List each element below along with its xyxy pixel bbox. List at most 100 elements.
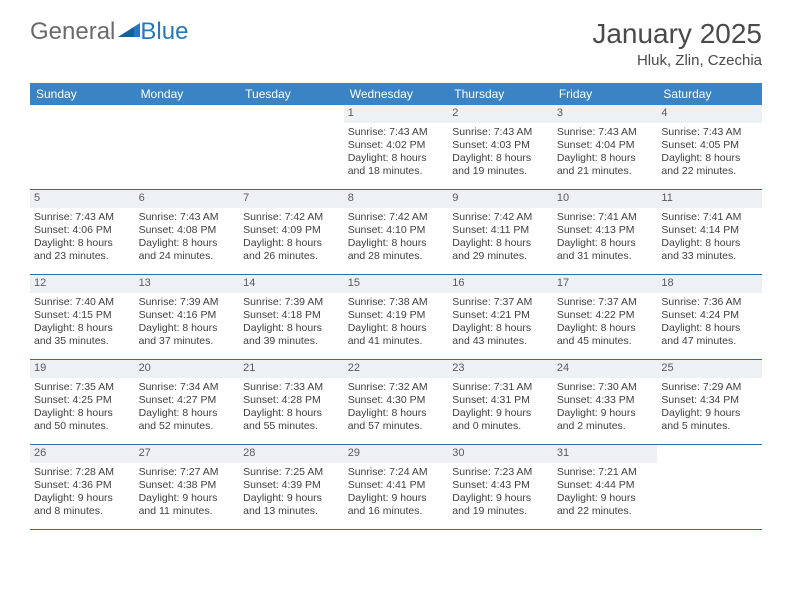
cell-line: Daylight: 8 hours: [557, 322, 654, 335]
cell-line: Sunset: 4:08 PM: [139, 224, 236, 237]
cell-line: and 37 minutes.: [139, 335, 236, 348]
cell-line: Daylight: 9 hours: [348, 492, 445, 505]
location: Hluk, Zlin, Czechia: [592, 52, 762, 69]
cell-line: Sunrise: 7:37 AM: [452, 296, 549, 309]
day-number: 22: [344, 360, 449, 378]
cell-line: Sunset: 4:16 PM: [139, 309, 236, 322]
cell-line: and 0 minutes.: [452, 420, 549, 433]
cell-line: Daylight: 8 hours: [557, 152, 654, 165]
cell-line: Sunrise: 7:27 AM: [139, 466, 236, 479]
logo-text-blue: Blue: [140, 18, 188, 46]
cell-line: Daylight: 8 hours: [348, 152, 445, 165]
weekday-sunday: Sunday: [30, 83, 135, 105]
calendar-cell: 19Sunrise: 7:35 AMSunset: 4:25 PMDayligh…: [30, 360, 135, 444]
cell-line: and 57 minutes.: [348, 420, 445, 433]
cell-line: and 26 minutes.: [243, 250, 340, 263]
calendar-cell: 8Sunrise: 7:42 AMSunset: 4:10 PMDaylight…: [344, 190, 449, 274]
cell-line: Sunset: 4:10 PM: [348, 224, 445, 237]
day-number: 23: [448, 360, 553, 378]
cell-line: Sunset: 4:41 PM: [348, 479, 445, 492]
calendar-cell: 14Sunrise: 7:39 AMSunset: 4:18 PMDayligh…: [239, 275, 344, 359]
cell-line: Sunrise: 7:28 AM: [34, 466, 131, 479]
logo-text-general: General: [30, 18, 115, 46]
cell-line: Sunrise: 7:42 AM: [243, 211, 340, 224]
cell-line: Sunset: 4:36 PM: [34, 479, 131, 492]
calendar-cell: 30Sunrise: 7:23 AMSunset: 4:43 PMDayligh…: [448, 445, 553, 529]
cell-line: Sunrise: 7:43 AM: [661, 126, 758, 139]
calendar-cell: [30, 105, 135, 189]
cell-line: Sunset: 4:30 PM: [348, 394, 445, 407]
cell-line: Sunset: 4:34 PM: [661, 394, 758, 407]
cell-line: and 23 minutes.: [34, 250, 131, 263]
cell-line: Daylight: 8 hours: [34, 322, 131, 335]
weekday-tuesday: Tuesday: [239, 83, 344, 105]
day-number: 13: [135, 275, 240, 293]
cell-line: and 45 minutes.: [557, 335, 654, 348]
cell-line: Sunrise: 7:39 AM: [139, 296, 236, 309]
cell-line: and 13 minutes.: [243, 505, 340, 518]
day-number: 2: [448, 105, 553, 123]
cell-line: Sunset: 4:33 PM: [557, 394, 654, 407]
cell-line: Sunrise: 7:43 AM: [348, 126, 445, 139]
cell-line: Daylight: 8 hours: [34, 237, 131, 250]
cell-line: Sunset: 4:43 PM: [452, 479, 549, 492]
calendar-week: 26Sunrise: 7:28 AMSunset: 4:36 PMDayligh…: [30, 445, 762, 530]
cell-line: Sunrise: 7:42 AM: [452, 211, 549, 224]
month-title: January 2025: [592, 18, 762, 50]
cell-line: Sunset: 4:13 PM: [557, 224, 654, 237]
calendar-cell: 29Sunrise: 7:24 AMSunset: 4:41 PMDayligh…: [344, 445, 449, 529]
calendar-cell: 2Sunrise: 7:43 AMSunset: 4:03 PMDaylight…: [448, 105, 553, 189]
cell-line: Sunset: 4:04 PM: [557, 139, 654, 152]
cell-line: Sunrise: 7:25 AM: [243, 466, 340, 479]
cell-line: and 21 minutes.: [557, 165, 654, 178]
calendar: Sunday Monday Tuesday Wednesday Thursday…: [30, 83, 762, 530]
cell-line: Sunrise: 7:31 AM: [452, 381, 549, 394]
day-number: 20: [135, 360, 240, 378]
cell-line: and 11 minutes.: [139, 505, 236, 518]
day-number: 19: [30, 360, 135, 378]
cell-line: Daylight: 9 hours: [557, 407, 654, 420]
calendar-week: 1Sunrise: 7:43 AMSunset: 4:02 PMDaylight…: [30, 105, 762, 190]
cell-line: Sunrise: 7:41 AM: [557, 211, 654, 224]
day-number: 10: [553, 190, 658, 208]
calendar-cell: 4Sunrise: 7:43 AMSunset: 4:05 PMDaylight…: [657, 105, 762, 189]
cell-line: Daylight: 8 hours: [139, 407, 236, 420]
day-number: 14: [239, 275, 344, 293]
cell-line: and 33 minutes.: [661, 250, 758, 263]
day-number: 9: [448, 190, 553, 208]
cell-line: and 31 minutes.: [557, 250, 654, 263]
cell-line: Daylight: 8 hours: [452, 322, 549, 335]
cell-line: Daylight: 9 hours: [452, 407, 549, 420]
cell-line: Sunset: 4:18 PM: [243, 309, 340, 322]
cell-line: Sunset: 4:09 PM: [243, 224, 340, 237]
calendar-cell: 28Sunrise: 7:25 AMSunset: 4:39 PMDayligh…: [239, 445, 344, 529]
cell-line: Sunset: 4:44 PM: [557, 479, 654, 492]
weekday-header: Sunday Monday Tuesday Wednesday Thursday…: [30, 83, 762, 105]
cell-line: Daylight: 8 hours: [243, 407, 340, 420]
cell-line: and 55 minutes.: [243, 420, 340, 433]
day-number: 1: [344, 105, 449, 123]
day-number: 24: [553, 360, 658, 378]
day-number: 15: [344, 275, 449, 293]
cell-line: Sunrise: 7:43 AM: [139, 211, 236, 224]
cell-line: and 22 minutes.: [557, 505, 654, 518]
cell-line: Sunset: 4:24 PM: [661, 309, 758, 322]
calendar-week: 5Sunrise: 7:43 AMSunset: 4:06 PMDaylight…: [30, 190, 762, 275]
calendar-cell: 17Sunrise: 7:37 AMSunset: 4:22 PMDayligh…: [553, 275, 658, 359]
logo-triangle-icon: [118, 21, 140, 37]
calendar-cell: 3Sunrise: 7:43 AMSunset: 4:04 PMDaylight…: [553, 105, 658, 189]
weekday-saturday: Saturday: [657, 83, 762, 105]
calendar-week: 12Sunrise: 7:40 AMSunset: 4:15 PMDayligh…: [30, 275, 762, 360]
cell-line: Sunset: 4:31 PM: [452, 394, 549, 407]
cell-line: Sunrise: 7:37 AM: [557, 296, 654, 309]
day-number: 27: [135, 445, 240, 463]
cell-line: Sunrise: 7:33 AM: [243, 381, 340, 394]
weekday-monday: Monday: [135, 83, 240, 105]
calendar-cell: [239, 105, 344, 189]
calendar-cell: 18Sunrise: 7:36 AMSunset: 4:24 PMDayligh…: [657, 275, 762, 359]
cell-line: Sunset: 4:28 PM: [243, 394, 340, 407]
calendar-cell: 13Sunrise: 7:39 AMSunset: 4:16 PMDayligh…: [135, 275, 240, 359]
calendar-grid: 1Sunrise: 7:43 AMSunset: 4:02 PMDaylight…: [30, 105, 762, 530]
cell-line: and 43 minutes.: [452, 335, 549, 348]
cell-line: Sunset: 4:38 PM: [139, 479, 236, 492]
